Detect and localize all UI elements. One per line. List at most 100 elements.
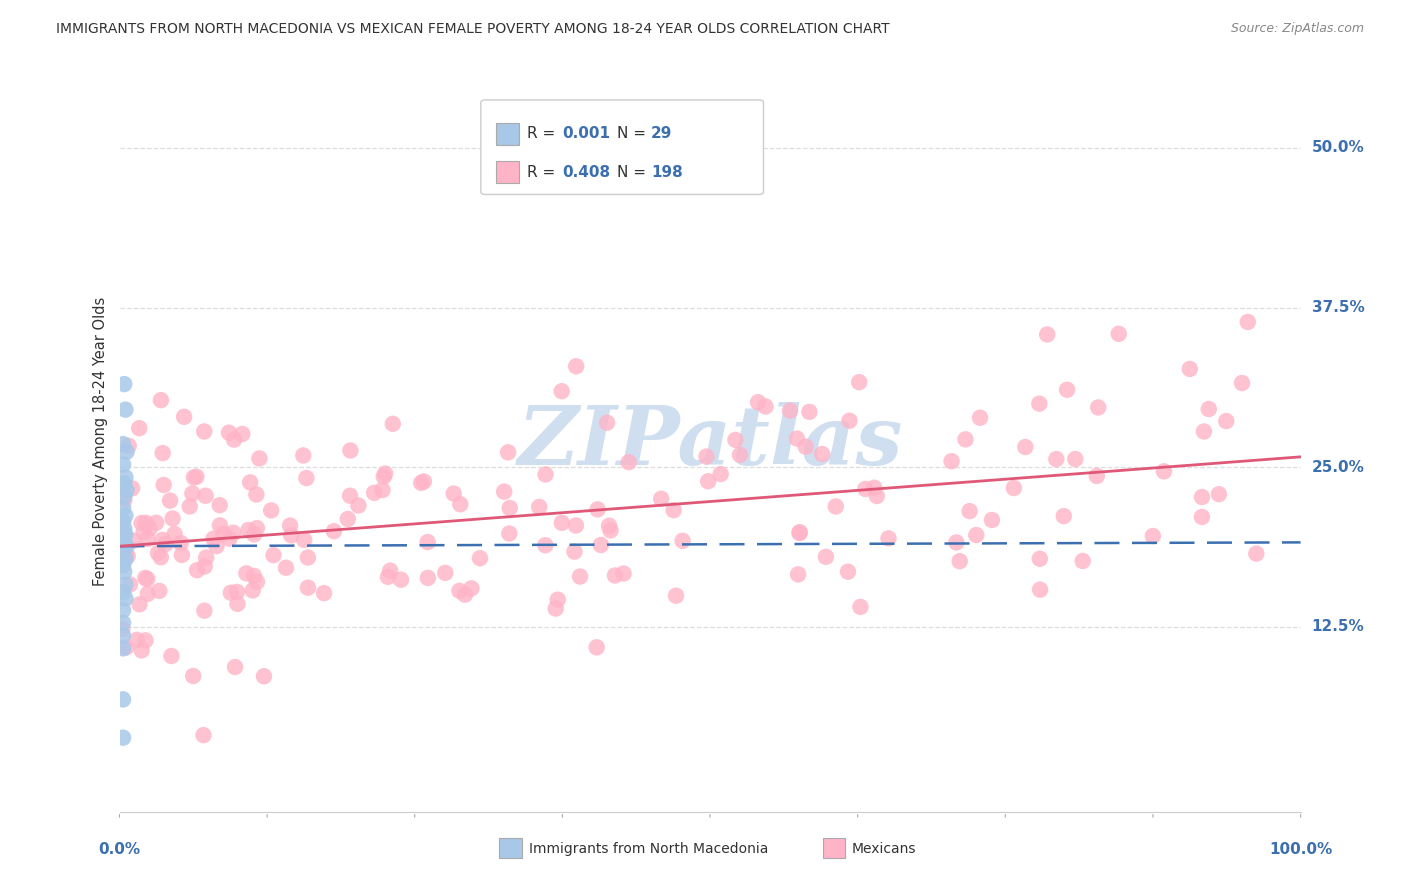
Point (863, 481, 886, 495)
Point (569, 569, 592, 583)
Point (498, 526, 520, 541)
Point (613, 566, 636, 581)
Point (855, 482, 877, 496)
Point (245, 487, 267, 501)
Point (280, 528, 302, 542)
Text: Mexicans: Mexicans (852, 842, 917, 856)
Point (617, 455, 640, 469)
Point (112, 558, 135, 573)
Point (115, 483, 138, 497)
Point (1236, 315, 1258, 329)
Point (112, 731, 135, 745)
Point (117, 549, 139, 564)
Point (1056, 383, 1078, 397)
Point (155, 537, 177, 551)
Point (411, 475, 433, 490)
Point (1029, 582, 1052, 597)
Point (1215, 414, 1237, 428)
Point (208, 518, 231, 533)
Point (965, 528, 987, 542)
Point (849, 599, 872, 614)
Point (112, 490, 135, 504)
Point (205, 539, 228, 553)
Point (115, 547, 138, 561)
Point (454, 588, 477, 602)
Point (278, 518, 301, 533)
Point (120, 577, 142, 591)
Point (786, 432, 808, 446)
Point (1178, 362, 1201, 376)
Point (134, 633, 156, 648)
Text: R =: R = (527, 127, 561, 141)
Point (416, 571, 439, 585)
Text: IMMIGRANTS FROM NORTH MACEDONIA VS MEXICAN FEMALE POVERTY AMONG 18-24 YEAR OLDS : IMMIGRANTS FROM NORTH MACEDONIA VS MEXIC… (56, 22, 890, 37)
Point (789, 526, 811, 541)
Point (787, 567, 810, 582)
Point (152, 478, 174, 492)
Text: 198: 198 (651, 165, 683, 179)
Point (323, 524, 346, 539)
Point (110, 520, 132, 534)
Point (710, 467, 733, 481)
Point (529, 500, 551, 514)
Point (122, 533, 145, 548)
Point (551, 384, 574, 399)
Point (194, 559, 217, 574)
Point (837, 565, 859, 579)
Point (416, 535, 439, 549)
Point (551, 516, 574, 530)
Point (163, 527, 186, 541)
Point (148, 583, 170, 598)
Point (814, 549, 837, 564)
Point (115, 539, 138, 553)
Point (724, 433, 747, 447)
Point (1053, 509, 1076, 524)
Point (112, 458, 135, 472)
Point (662, 503, 685, 517)
Point (112, 437, 135, 451)
Text: N =: N = (617, 127, 651, 141)
Point (547, 592, 569, 607)
Point (665, 589, 688, 603)
Point (794, 440, 817, 454)
Point (111, 622, 134, 636)
Point (181, 486, 204, 500)
Point (112, 565, 135, 579)
Point (170, 536, 193, 550)
Point (186, 469, 208, 483)
Point (149, 550, 172, 565)
Point (377, 570, 399, 584)
Point (247, 451, 270, 466)
Point (125, 632, 148, 647)
Point (112, 629, 135, 643)
Point (1191, 510, 1213, 524)
Point (239, 475, 262, 490)
Point (118, 439, 141, 453)
Point (413, 475, 436, 489)
Point (243, 569, 266, 583)
Point (312, 586, 335, 600)
Point (373, 469, 395, 483)
Point (219, 585, 242, 599)
Point (183, 470, 205, 484)
Point (114, 402, 136, 417)
Point (1045, 452, 1067, 467)
Point (218, 532, 240, 546)
Point (114, 527, 136, 541)
Point (1198, 402, 1220, 417)
Point (292, 449, 315, 463)
Point (381, 417, 404, 431)
Point (297, 581, 319, 595)
Point (114, 508, 136, 523)
Point (112, 603, 135, 617)
Point (1036, 327, 1059, 342)
Point (134, 571, 156, 585)
Point (152, 533, 174, 547)
Point (1087, 401, 1109, 415)
Point (460, 582, 482, 596)
Point (226, 585, 249, 599)
Point (222, 433, 245, 447)
Point (224, 660, 246, 674)
Point (246, 521, 269, 535)
Point (959, 504, 981, 518)
